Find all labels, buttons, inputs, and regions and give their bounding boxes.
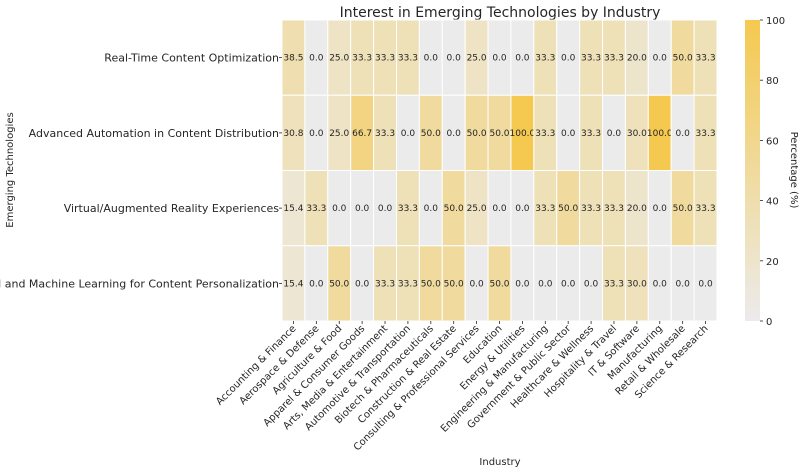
colorbar-tick-label: 100 — [766, 16, 785, 27]
cell-value-label: 0.0 — [584, 279, 599, 289]
cell-value-label: 33.3 — [696, 204, 716, 214]
cell-value-label: 50.0 — [489, 279, 509, 289]
cell-value-label: 33.3 — [581, 54, 601, 64]
cell-value-label: 33.3 — [696, 54, 716, 64]
cell-value-label: 0.0 — [447, 129, 462, 139]
cell-value-label: 0.0 — [561, 279, 576, 289]
colorbar-tick-label: 20 — [766, 257, 779, 268]
cell-value-label: 25.0 — [329, 129, 349, 139]
cell-value-label: 0.0 — [675, 129, 690, 139]
cell-value-label: 50.0 — [558, 204, 578, 214]
cell-value-label: 25.0 — [467, 54, 487, 64]
cell-value-label: 20.0 — [627, 54, 647, 64]
cell-value-label: 50.0 — [673, 54, 693, 64]
cell-value-label: 0.0 — [515, 204, 530, 214]
cell-value-label: 50.0 — [421, 279, 441, 289]
cell-value-label: 100.0 — [647, 129, 673, 139]
cell-value-label: 0.0 — [515, 279, 530, 289]
colorbar — [745, 20, 760, 321]
cell-value-label: 0.0 — [653, 54, 668, 64]
row-labels: Real-Time Content Optimization Advanced A… — [0, 52, 282, 290]
cell-value-label: 50.0 — [421, 129, 441, 139]
cell-value-label: 50.0 — [444, 204, 464, 214]
row-label: Real-Time Content Optimization — [104, 52, 279, 65]
cell-value-label: 33.3 — [581, 204, 601, 214]
row-label: AI and Machine Learning for Content Pers… — [0, 277, 279, 290]
cell-value-label: 0.0 — [309, 129, 324, 139]
cell-value-label: 0.0 — [355, 279, 370, 289]
colorbar-tick-label: 0 — [766, 317, 772, 328]
cell-value-label: 0.0 — [492, 204, 507, 214]
cell-value-label: 33.3 — [375, 279, 395, 289]
row-label: Advanced Automation in Content Distribut… — [29, 127, 279, 140]
row-label: Virtual/Augmented Reality Experiences — [64, 202, 280, 215]
cell-value-label: 25.0 — [329, 54, 349, 64]
cell-value-label: 0.0 — [332, 204, 347, 214]
colorbar-tick-label: 40 — [766, 197, 779, 208]
y-axis-label: Emerging Technologies — [5, 112, 16, 227]
cell-value-label: 0.0 — [378, 204, 393, 214]
cell-value-label: 33.3 — [398, 54, 418, 64]
cell-value-label: 15.4 — [283, 279, 303, 289]
cell-value-label: 38.5 — [283, 54, 303, 64]
colorbar-ticks: 0 20 40 60 80 100 — [760, 16, 785, 328]
cell-value-label: 33.3 — [398, 279, 418, 289]
cell-value-label: 0.0 — [492, 54, 507, 64]
cell-value-label: 0.0 — [515, 54, 530, 64]
cell-value-label: 0.0 — [424, 204, 439, 214]
cell-value-label: 33.3 — [604, 54, 624, 64]
cell-value-label: 33.3 — [535, 54, 555, 64]
cell-value-label: 0.0 — [561, 54, 576, 64]
cell-value-label: 30.0 — [627, 279, 647, 289]
cell-value-label: 66.7 — [352, 129, 372, 139]
cell-value-label: 0.0 — [424, 54, 439, 64]
cell-value-label: 33.3 — [306, 204, 326, 214]
cell-value-label: 50.0 — [467, 129, 487, 139]
colorbar-label: Percentage (%) — [788, 132, 799, 209]
cell-value-label: 0.0 — [447, 54, 462, 64]
cell-value-label: 50.0 — [329, 279, 349, 289]
cell-value-label: 0.0 — [309, 54, 324, 64]
cell-value-label: 0.0 — [675, 279, 690, 289]
cell-value-label: 33.3 — [535, 129, 555, 139]
colorbar-tick-label: 80 — [766, 76, 779, 87]
cell-value-label: 0.0 — [469, 279, 484, 289]
cell-value-label: 0.0 — [561, 129, 576, 139]
cell-value-label: 33.3 — [535, 204, 555, 214]
x-axis-label: Industry — [479, 457, 520, 468]
cell-value-label: 30.8 — [283, 129, 303, 139]
cell-value-label: 33.3 — [375, 54, 395, 64]
heatmap-cells: 38.5 0.0 25.0 33.3 33.3 33.3 0.0 0.0 25.0 0.0 0.0 3… — [281, 19, 718, 322]
chart-title: Interest in Emerging Technologies by Ind… — [340, 5, 661, 21]
cell-value-label: 50.0 — [444, 279, 464, 289]
cell-value-label: 25.0 — [467, 204, 487, 214]
cell-value-label: 33.3 — [375, 129, 395, 139]
cell-value-label: 0.0 — [698, 279, 713, 289]
cell-value-label: 33.3 — [604, 279, 624, 289]
cell-value-label: 50.0 — [489, 129, 509, 139]
cell-value-label: 0.0 — [309, 279, 324, 289]
cell-value-label: 0.0 — [401, 129, 416, 139]
cell-value-label: 0.0 — [653, 279, 668, 289]
cell-value-label: 0.0 — [355, 204, 370, 214]
cell-value-label: 100.0 — [510, 129, 536, 139]
cell-value-label: 0.0 — [538, 279, 553, 289]
cell-value-label: 0.0 — [607, 129, 622, 139]
cell-value-label: 33.3 — [604, 204, 624, 214]
cell-value-label: 50.0 — [673, 204, 693, 214]
cell-value-label: 15.4 — [283, 204, 303, 214]
cell-value-label: 33.3 — [581, 129, 601, 139]
cell-value-label: 33.3 — [352, 54, 372, 64]
cell-value-label: 33.3 — [398, 204, 418, 214]
cell-value-label: 30.0 — [627, 129, 647, 139]
cell-value-label: 0.0 — [653, 204, 668, 214]
cell-value-label: 33.3 — [696, 129, 716, 139]
colorbar-tick-label: 60 — [766, 136, 779, 147]
cell-value-label: 20.0 — [627, 204, 647, 214]
